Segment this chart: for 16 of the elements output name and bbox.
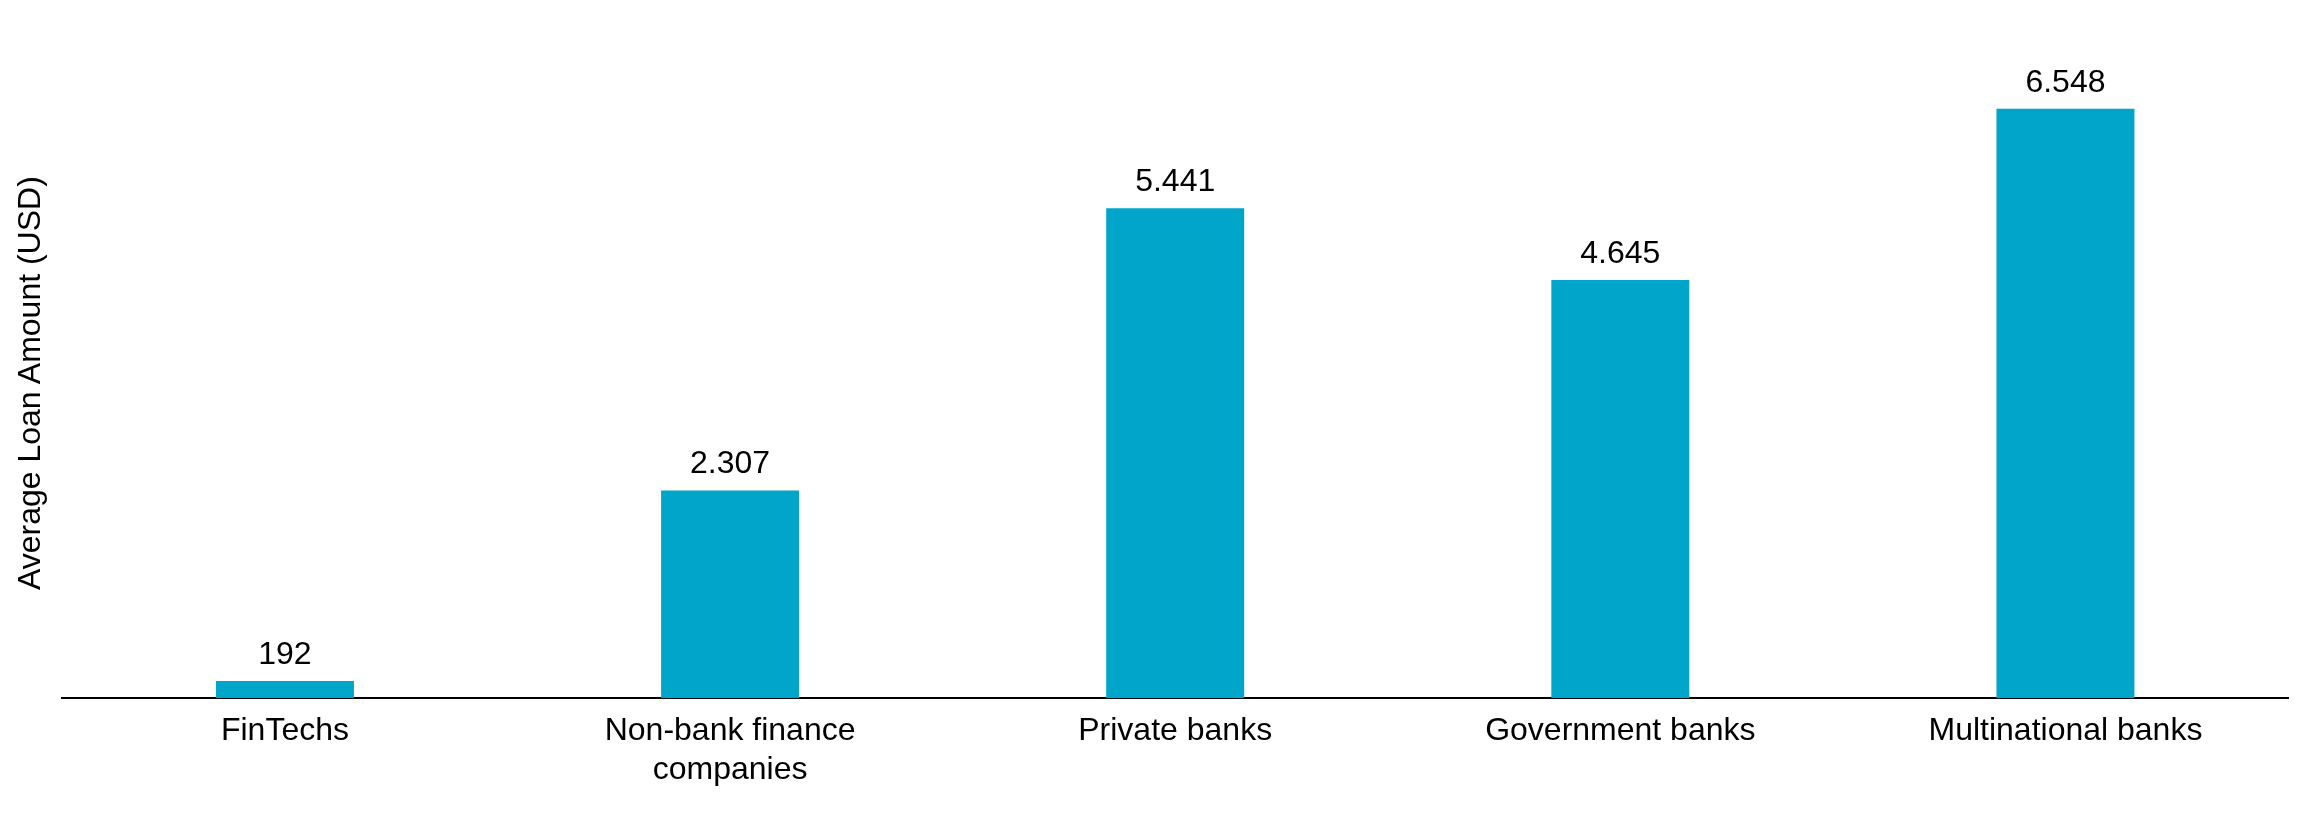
x-tick-label: Government banks: [1485, 711, 1756, 748]
bar: [661, 490, 800, 699]
bar: [1551, 280, 1690, 699]
data-label: 4.645: [1580, 233, 1661, 270]
x-tick-label: Multinational banks: [1928, 711, 2203, 748]
bar: [1106, 208, 1245, 699]
data-label: 192: [258, 634, 312, 671]
y-axis-title: Average Loan Amount (USD): [11, 176, 48, 591]
data-label: 5.441: [1135, 162, 1216, 199]
x-tick-label: FinTechs: [220, 711, 349, 748]
data-label: 2.307: [690, 444, 771, 481]
bar: [215, 680, 354, 699]
x-tick-label: Non-bank finance companies: [604, 711, 856, 786]
data-label: 6.548: [2025, 62, 2106, 99]
bar: [1996, 108, 2135, 699]
x-tick-label: Private banks: [1078, 711, 1273, 748]
